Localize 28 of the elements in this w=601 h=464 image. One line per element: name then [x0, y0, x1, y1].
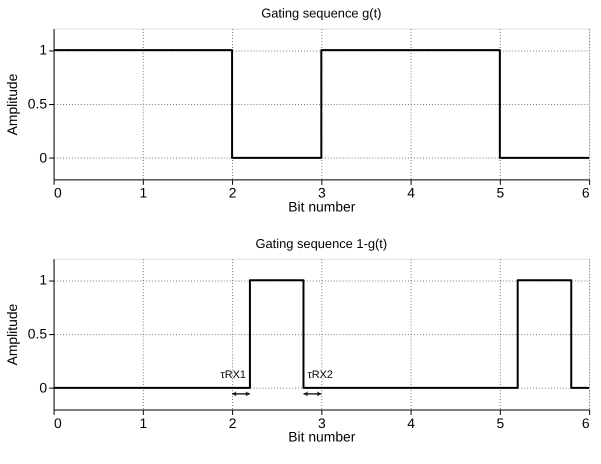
chart-title: Gating sequence 1-g(t) [255, 236, 388, 251]
y-axis-title: Amplitude [4, 73, 20, 136]
x-tick-label: 6 [582, 184, 590, 201]
x-tick-label: 4 [407, 184, 416, 201]
x-axis-title: Bit number [288, 198, 356, 215]
y-tick-label: 0.5 [28, 326, 48, 342]
y-tick-label: 0 [39, 149, 48, 166]
x-tick-label: 5 [496, 414, 504, 431]
y-axis-title: Amplitude [4, 303, 20, 366]
chart-title: Gating sequence g(t) [261, 6, 382, 21]
x-tick-label: 3 [318, 184, 326, 201]
y-tick-label: 0.5 [28, 95, 48, 112]
y-tick-label: 0 [39, 379, 48, 396]
annotation: τRX2 [307, 369, 333, 382]
x-tick-label: 2 [228, 184, 237, 201]
x-tick-label: 6 [582, 414, 590, 431]
x-tick-label: 1 [139, 184, 148, 201]
y-tick-label: 1 [39, 42, 48, 58]
x-tick-label: 2 [228, 414, 237, 431]
x-tick-label: 0 [54, 414, 62, 431]
x-axis-title: Bit number [288, 428, 356, 445]
x-tick-label: 0 [54, 184, 62, 201]
annotation: τRX1 [220, 369, 246, 382]
x-tick-label: 1 [139, 414, 148, 431]
x-tick-label: 4 [407, 414, 416, 431]
x-tick-label: 5 [496, 184, 504, 201]
x-tick-label: 3 [318, 414, 326, 431]
y-tick-label: 1 [39, 272, 48, 288]
